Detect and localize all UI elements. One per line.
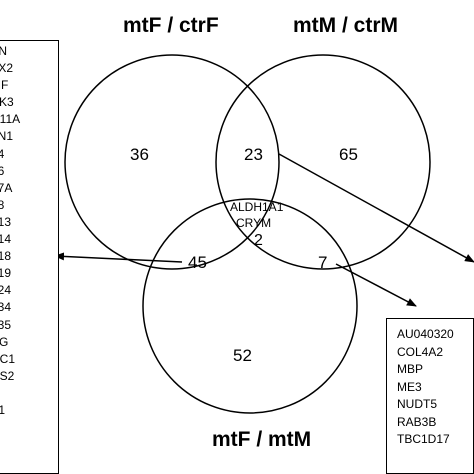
count-mtf-ctrf-mtm-ctrm: 23 [244,145,263,164]
set-title-mtf-ctrf: mtF / ctrF [123,14,219,37]
gene-item: PL34 [0,300,12,315]
gene-item: PL13 [0,214,12,229]
gene-item: PL24 [0,283,12,298]
gene-item: M [0,385,44,402]
left-gene-list: TPN PTX2 SMF TRK3 DE11A FTN1 PL4 PL6 PL7… [0,43,44,419]
arrow-to-left-list [54,252,183,263]
gene-item: PL35 [0,317,12,332]
gene-item: TBC1D17 [397,432,450,446]
left-gene-list-box: TPN PTX2 SMF TRK3 DE11A FTN1 PL4 PL6 PL7… [0,40,59,474]
gene-item: AU040320 [397,327,454,341]
gene-item: SMF [0,78,9,93]
gene-item: ARS2 [0,368,15,383]
count-mtf-ctrf-mtf-mtm: 45 [188,253,207,272]
count-mtm-ctrm-only: 65 [339,145,358,164]
gene-item: ME3 [397,379,422,394]
gene-item: DE11A [0,112,21,127]
count-all-three: 2 [254,232,263,249]
gene-item: PL4 [0,146,44,163]
gene-item: FS1 [0,402,44,419]
set-title-mtf-mtm: mtF / mtM [212,428,311,451]
set-circle-mtm-ctrm [215,54,431,270]
gene-item: ANC1 [0,351,16,366]
gene-item: TRK3 [0,95,14,110]
gene-item: PL14 [0,232,12,247]
count-mtm-ctrm-mtf-mtm: 7 [318,253,327,272]
set-circle-mtf-ctrf [64,54,280,270]
gene-item: PL8 [0,197,44,214]
gene-item: PL19 [0,266,12,281]
gene-item: PL7A [0,180,13,195]
center-gene-crym: CRYM [236,216,271,230]
gene-item: NUDT5 [397,397,438,411]
right-gene-list-box: AU040320 COL4A2 MBP ME3 NUDT5 RAB3B TBC1… [386,318,474,474]
gene-item: RAB3B [397,414,437,429]
gene-item: TPN [0,43,44,60]
gene-item: FTN1 [0,129,13,144]
gene-item: COL4A2 [397,344,444,359]
gene-item: PL6 [0,163,44,180]
arrow-to-offscreen-list [278,153,474,263]
set-circle-mtf-mtm [142,198,358,414]
count-mtf-ctrf-only: 36 [130,145,149,164]
gene-item: PTX2 [0,61,14,76]
center-gene-aldh1a1: ALDH1A1 [230,200,284,214]
set-title-mtm-ctrm: mtM / ctrM [293,14,398,37]
arrow-to-right-list [335,263,417,307]
gene-item: PL18 [0,249,12,264]
count-mtf-mtm-only: 52 [233,346,252,365]
gene-item: PEG [0,334,44,351]
gene-item: MBP [397,362,424,376]
right-gene-list: AU040320 COL4A2 MBP ME3 NUDT5 RAB3B TBC1… [397,326,473,449]
